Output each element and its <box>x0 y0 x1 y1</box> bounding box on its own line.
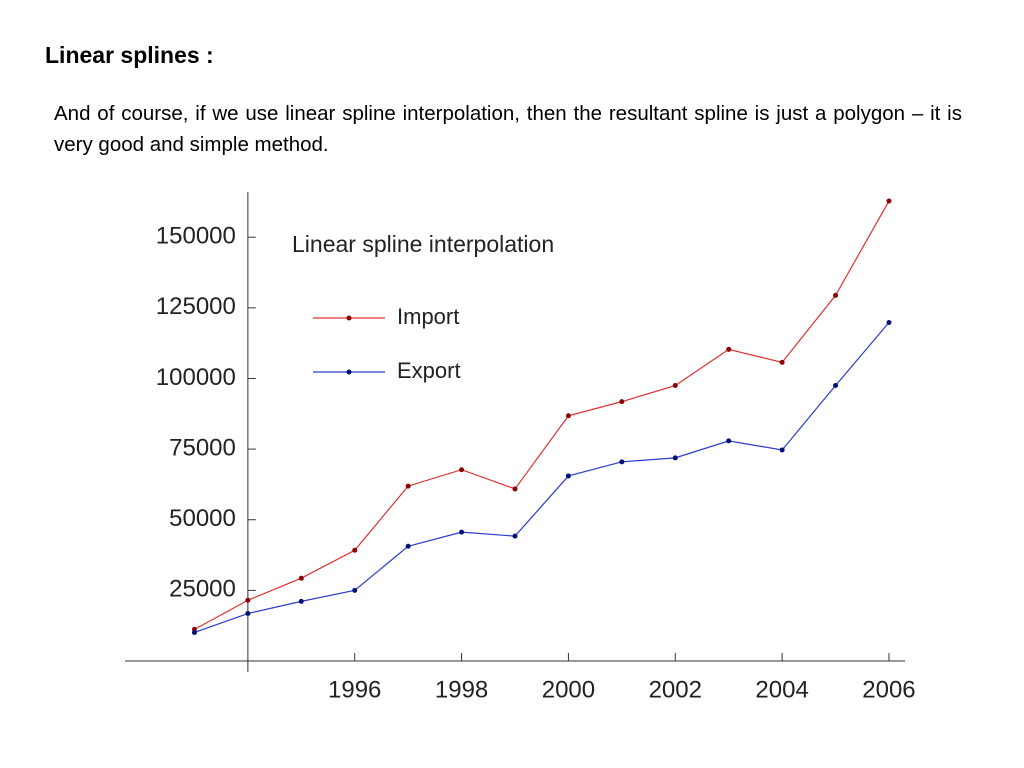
y-tick-label: 125000 <box>156 293 236 320</box>
data-point <box>619 459 625 465</box>
data-point <box>833 383 839 389</box>
data-point <box>191 629 197 635</box>
x-tick-label: 1996 <box>328 676 381 703</box>
data-point <box>672 455 678 461</box>
data-point <box>565 413 571 419</box>
data-point <box>833 292 839 298</box>
y-tick-label: 100000 <box>156 364 236 391</box>
data-point <box>779 447 785 453</box>
data-point <box>245 611 251 617</box>
x-tick-label: 2002 <box>649 676 702 703</box>
data-point <box>512 533 518 539</box>
legend-label: Import <box>397 304 459 329</box>
x-tick-label: 2000 <box>542 676 595 703</box>
series-line <box>194 200 890 630</box>
data-point <box>726 346 732 352</box>
data-point <box>886 198 892 204</box>
data-point <box>779 359 785 365</box>
data-point <box>512 486 518 492</box>
slide-heading: Linear splines : <box>45 42 214 68</box>
x-tick-label: 2004 <box>755 676 808 703</box>
data-point <box>459 529 465 535</box>
y-tick-label: 50000 <box>169 505 236 532</box>
data-point <box>352 547 358 553</box>
data-point <box>298 598 304 604</box>
y-tick-label: 150000 <box>156 223 236 250</box>
x-tick-label: 2006 <box>862 676 915 703</box>
data-point <box>886 320 892 326</box>
data-point <box>565 473 571 479</box>
y-tick-label: 75000 <box>169 434 236 461</box>
series-line <box>194 322 890 634</box>
data-point <box>405 543 411 549</box>
data-point <box>672 383 678 389</box>
legend-marker <box>346 369 352 375</box>
data-point <box>619 399 625 405</box>
data-point <box>352 587 358 593</box>
data-point <box>245 597 251 603</box>
slide-paragraph: And of course, if we use linear spline i… <box>54 102 962 156</box>
y-tick-label: 25000 <box>169 576 236 603</box>
legend-label: Export <box>397 358 461 383</box>
chart-title: Linear spline interpolation <box>292 231 554 257</box>
data-point <box>459 467 465 473</box>
data-point <box>298 575 304 581</box>
legend-marker <box>346 315 352 321</box>
data-point <box>726 438 732 444</box>
data-point <box>405 483 411 489</box>
x-tick-label: 1998 <box>435 676 488 703</box>
